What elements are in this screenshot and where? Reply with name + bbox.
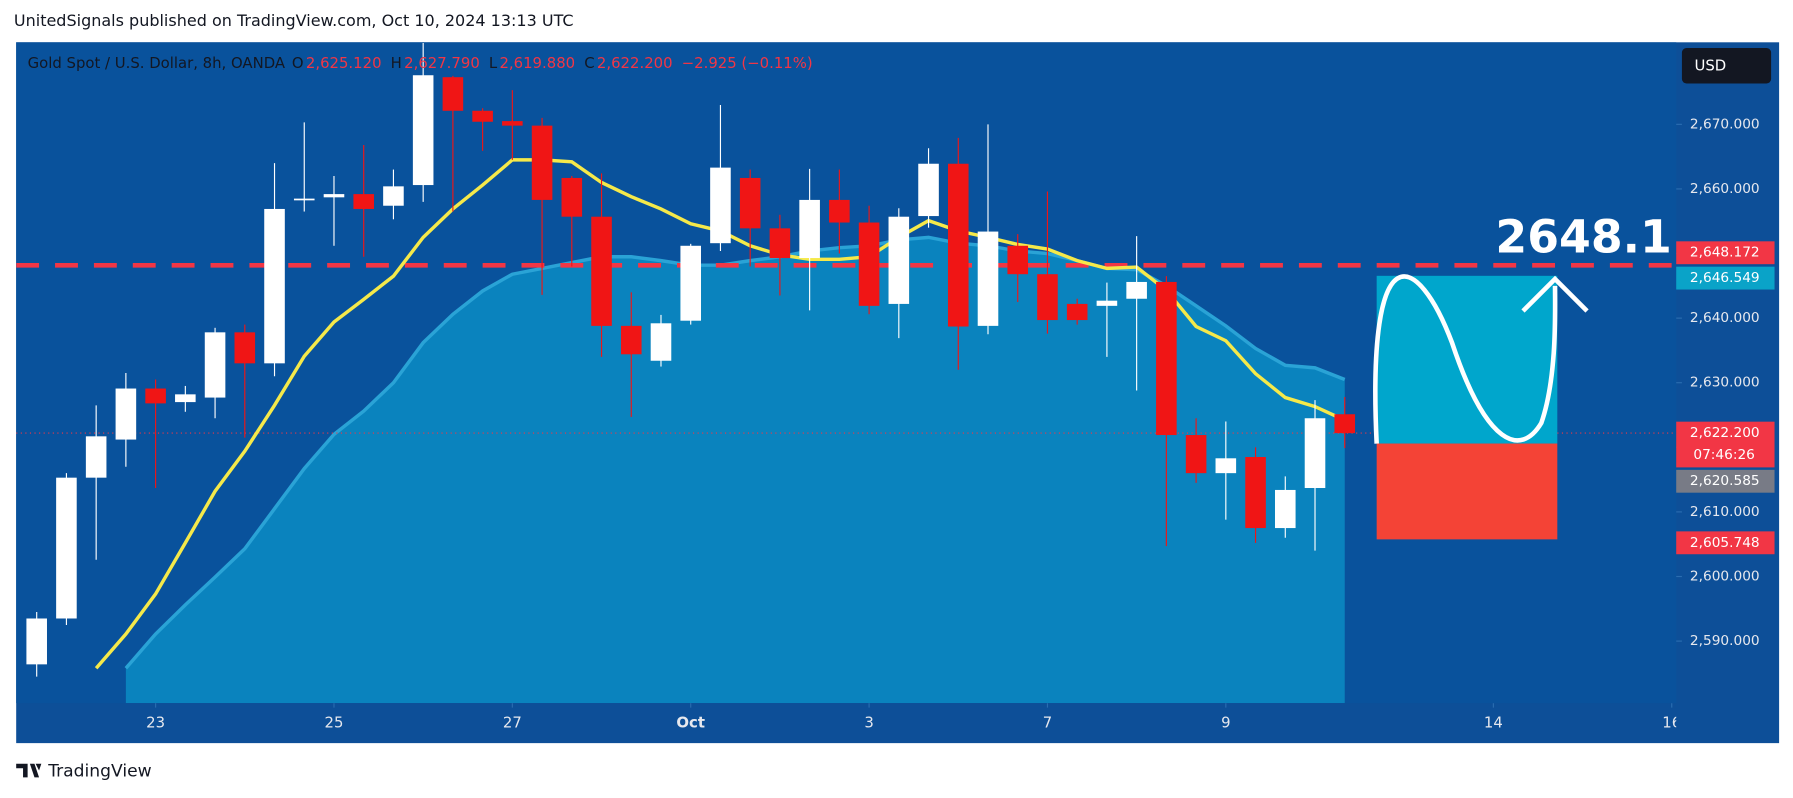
candle-body	[145, 388, 166, 404]
legend-key: C	[584, 54, 594, 72]
candle-body	[1037, 274, 1058, 321]
legend-value: 2,622.200	[597, 54, 673, 72]
candle-body	[888, 216, 910, 304]
price-label-bg	[1676, 241, 1775, 265]
price-label: 2,648.172	[1690, 245, 1760, 261]
drawn-arrow	[1521, 275, 1589, 313]
candle-body	[947, 163, 969, 327]
logo: TradingView	[16, 762, 152, 782]
ohlc-legend: O 2,625.120 H 2,627.790 L 2,619.880 C 2,622.200…	[292, 54, 813, 72]
candle-body	[531, 125, 553, 200]
candle-body	[1245, 457, 1266, 529]
candle-body	[85, 436, 107, 478]
candle-body	[561, 177, 583, 217]
brand: TradingView	[47, 762, 151, 782]
candle-body	[1274, 489, 1296, 529]
price-label: 2,605.748	[1690, 535, 1760, 551]
x-tick-label: 23	[146, 714, 165, 732]
legend-value: 2,627.790	[404, 54, 480, 72]
price-label-bg	[1676, 266, 1775, 290]
axes: 2,590.0002,600.0002,610.0002,620.0002,63…	[146, 116, 1775, 732]
currency: USD	[1695, 56, 1727, 74]
candle-body	[115, 388, 137, 440]
candle-body	[799, 199, 820, 259]
symbol: Gold Spot / U.S. Dollar, 8h, OANDA	[28, 54, 286, 72]
x-tick-label: 7	[1043, 714, 1052, 732]
candle-body	[1215, 458, 1237, 474]
candle-body	[26, 618, 47, 665]
x-tick-label: 14	[1484, 714, 1503, 732]
candle-body	[1096, 300, 1118, 306]
candle-body	[383, 186, 404, 206]
stop-zone	[1376, 443, 1558, 540]
candle-body	[502, 121, 523, 126]
y-tick-label: 2,640.000	[1690, 310, 1760, 326]
candle-body	[353, 194, 374, 209]
price-label: 2,622.200	[1690, 425, 1760, 441]
candle-body	[234, 332, 256, 364]
x-tick-label: 27	[503, 714, 522, 732]
cloud-area	[125, 237, 1345, 704]
y-tick-label: 2,600.000	[1690, 569, 1760, 585]
candle-body	[175, 394, 196, 403]
x-tick-label: 25	[325, 714, 344, 732]
legend-key: H	[391, 54, 402, 72]
candle-body	[323, 194, 345, 198]
candle-body	[293, 198, 315, 201]
logo-mark	[16, 763, 42, 778]
x-tick-label: 9	[1221, 714, 1230, 732]
candle-body	[1007, 245, 1029, 275]
candle-body	[829, 199, 850, 223]
plot	[16, 42, 1677, 704]
candle-body	[650, 323, 672, 361]
y-tick-label: 2,610.000	[1690, 504, 1760, 520]
candle-body	[442, 77, 464, 111]
y-tick-label: 2,630.000	[1690, 375, 1760, 391]
price-label-bg	[1676, 531, 1775, 555]
candle-body	[1066, 303, 1088, 321]
y-tick-label: 2,670.000	[1690, 116, 1760, 132]
candle-body	[620, 325, 642, 355]
candle-body	[710, 167, 731, 244]
candle-body	[1185, 435, 1207, 474]
countdown: 07:46:26	[1693, 447, 1755, 463]
candle-body	[769, 228, 791, 259]
candle-body	[977, 231, 999, 326]
price-label: 2,620.585	[1690, 473, 1760, 489]
candle-body	[739, 177, 761, 229]
candle-body	[680, 245, 702, 321]
legend-key: O	[292, 54, 304, 72]
legend-key: L	[489, 54, 498, 72]
candle-body	[472, 110, 493, 122]
candle-body	[918, 163, 939, 217]
candle-body	[591, 216, 612, 326]
candle-body	[858, 222, 880, 306]
price-label: 2,646.549	[1690, 270, 1760, 286]
legend-value: 2,625.120	[306, 54, 382, 72]
legend-change: −2.925 (−0.11%)	[682, 54, 813, 72]
candle-body	[1304, 418, 1326, 489]
x-tick-label: 16	[1662, 714, 1681, 732]
y-tick-label: 2,660.000	[1690, 181, 1760, 197]
price-label-bg	[1676, 421, 1775, 468]
candle-body	[56, 477, 77, 619]
drawn-wave	[1373, 274, 1558, 444]
x-tick-label: Oct	[676, 714, 705, 732]
candle-body	[1156, 281, 1177, 436]
x-tick-label: 3	[864, 714, 873, 732]
candle-body	[204, 332, 226, 398]
y-tick-label: 2,590.000	[1690, 633, 1760, 649]
legend-value: 2,619.880	[499, 54, 575, 72]
currency-button[interactable]	[1681, 48, 1772, 84]
annotation: 2648.1	[1495, 211, 1671, 264]
candle-body	[264, 208, 285, 364]
candle-body	[412, 75, 434, 186]
price-label-bg	[1676, 469, 1775, 493]
x-axis: 23 25 27 Oct 3 7 9 14 16	[146, 703, 1681, 732]
candle-body	[1126, 281, 1147, 299]
candle-body	[1334, 414, 1356, 434]
published: UnitedSignals published on TradingView.c…	[14, 11, 574, 30]
